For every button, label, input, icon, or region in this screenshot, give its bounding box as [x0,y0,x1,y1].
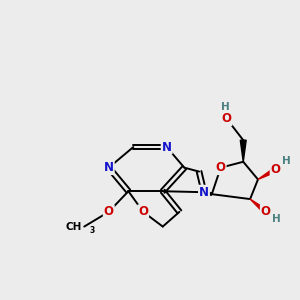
Text: 3: 3 [90,226,95,235]
Text: O: O [104,205,114,218]
Text: N: N [104,161,114,174]
Text: H: H [282,156,291,167]
Polygon shape [240,140,246,162]
Polygon shape [250,199,267,214]
Polygon shape [258,168,277,179]
Text: H: H [272,214,280,224]
Text: O: O [261,205,271,218]
Text: O: O [138,205,148,218]
Text: O: O [216,161,226,174]
Text: CH: CH [65,222,82,232]
Text: N: N [162,141,172,154]
Text: N: N [199,186,209,199]
Text: O: O [271,163,281,176]
Text: O: O [222,112,232,125]
Text: H: H [221,102,230,112]
